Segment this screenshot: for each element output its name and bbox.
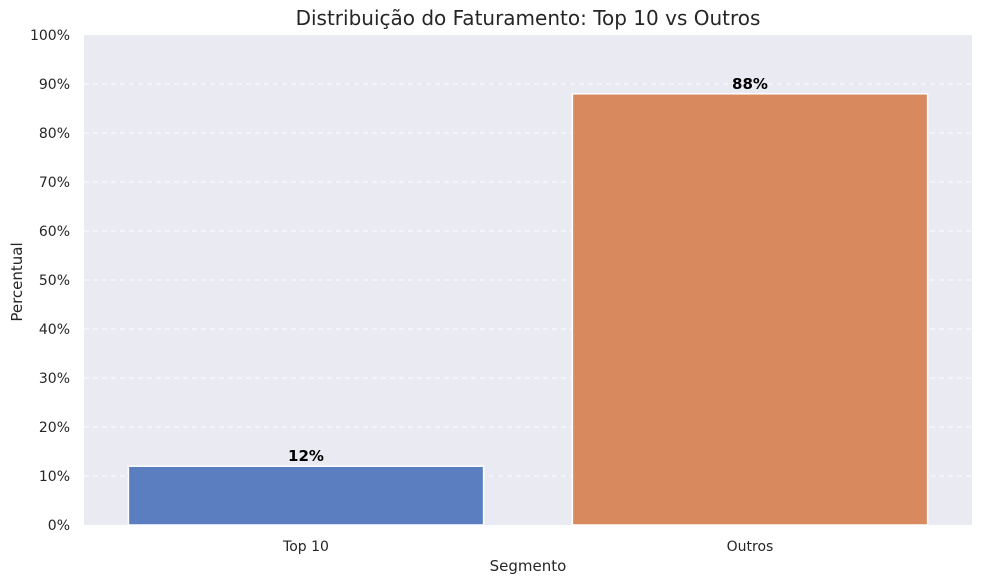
- bar: [571, 93, 929, 526]
- y-tick-label: 20%: [39, 420, 70, 436]
- y-tick-label: 40%: [39, 322, 70, 338]
- y-tick-labels: 0% 10% 20% 30% 40% 50% 60% 70% 80% 90% 100%: [30, 28, 70, 534]
- y-tick-label: 70%: [39, 175, 70, 191]
- y-tick-label: 60%: [39, 224, 70, 240]
- y-tick-label: 100%: [30, 28, 70, 44]
- data-label: 88%: [732, 75, 768, 93]
- chart-title: Distribuição do Faturamento: Top 10 vs O…: [296, 6, 761, 30]
- bar: [127, 465, 485, 526]
- y-tick-label: 90%: [39, 77, 70, 93]
- y-tick-label: 80%: [39, 126, 70, 142]
- x-tick-labels: Top 10 Outros: [282, 539, 773, 555]
- bars: [127, 93, 929, 526]
- y-tick-label: 0%: [48, 518, 70, 534]
- y-tick-label: 10%: [39, 469, 70, 485]
- x-tick-label: Outros: [727, 539, 774, 555]
- y-tick-label: 50%: [39, 273, 70, 289]
- data-labels: 12% 88%: [288, 75, 768, 465]
- x-axis-label: Segmento: [490, 557, 567, 575]
- x-tick-label: Top 10: [282, 539, 329, 555]
- y-tick-label: 30%: [39, 371, 70, 387]
- y-axis-label: Percentual: [8, 242, 26, 321]
- data-label: 12%: [288, 447, 324, 465]
